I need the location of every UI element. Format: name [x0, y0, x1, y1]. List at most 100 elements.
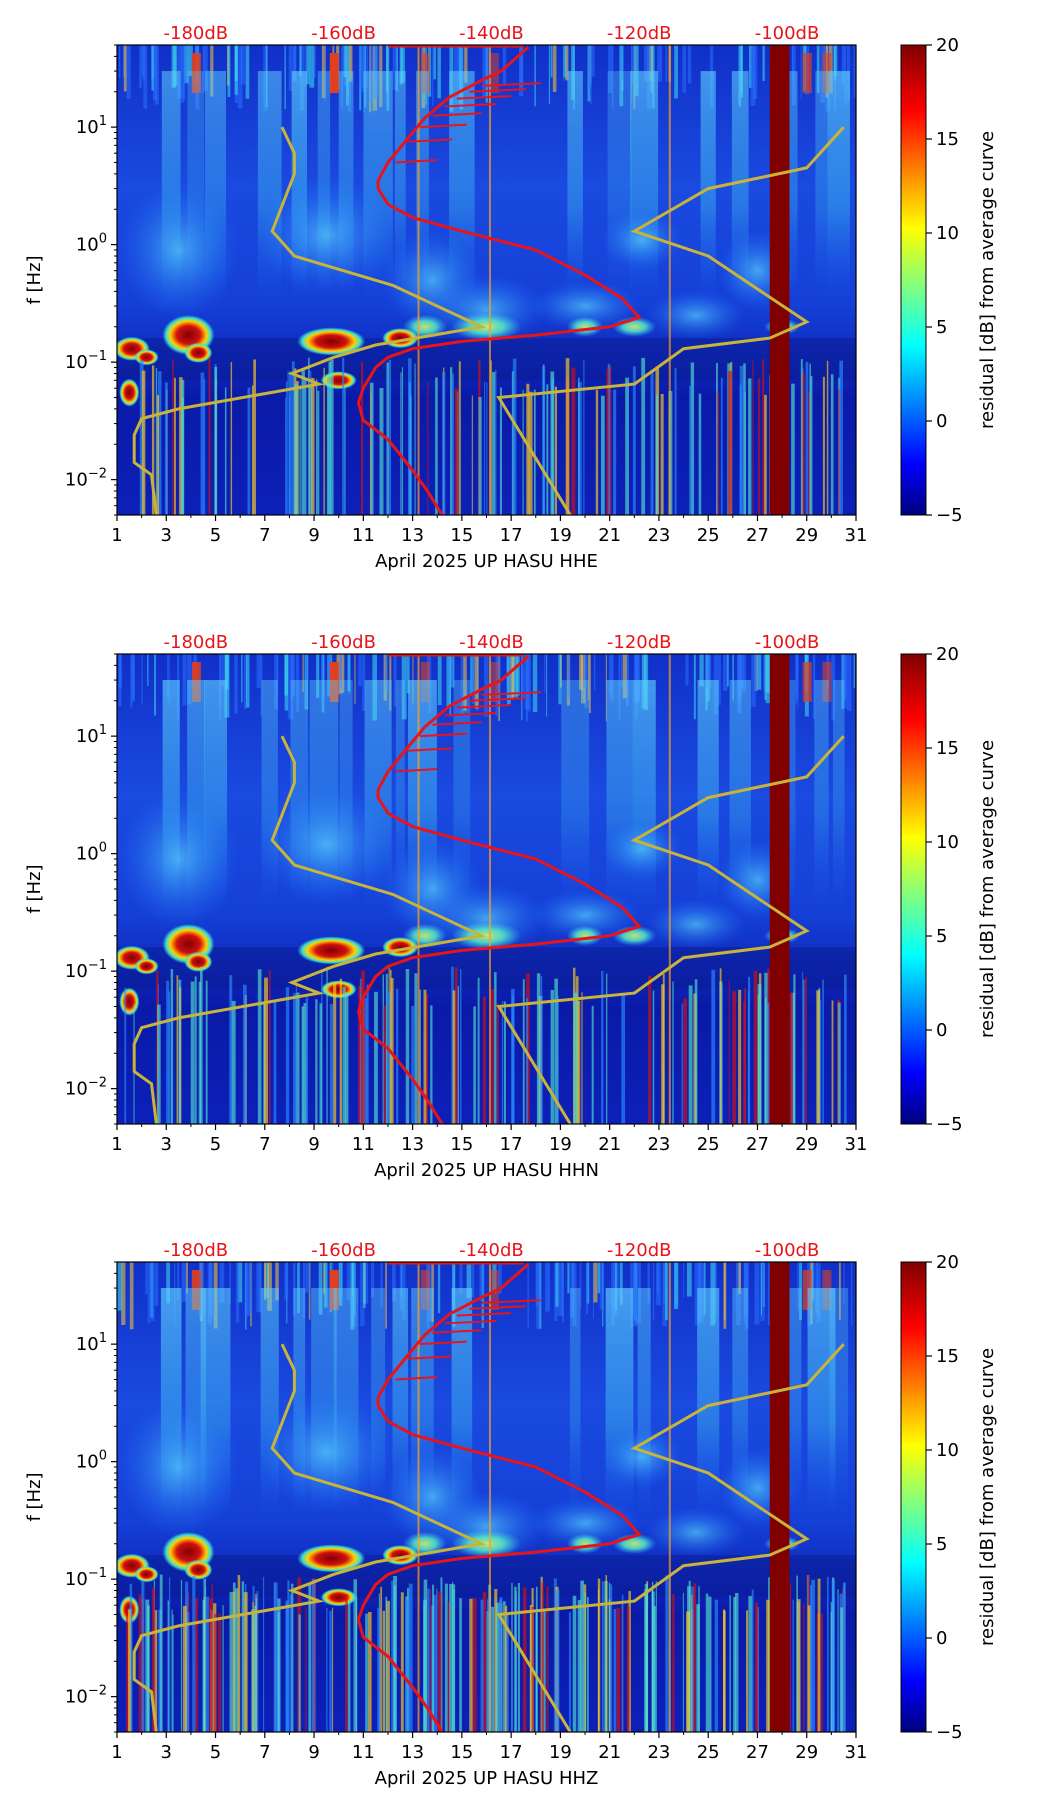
transient-spike: [714, 1599, 719, 1732]
hf-band-streak: [764, 654, 767, 700]
activity-column: [829, 1288, 849, 1516]
hf-band-streak: [240, 45, 246, 85]
storm-blob: [297, 936, 366, 965]
transient-spike: [797, 1599, 801, 1732]
transient-spike: [650, 372, 654, 515]
hf-band-streak: [393, 654, 397, 707]
hf-band-streak: [392, 45, 397, 91]
average-curve-detail: [395, 768, 438, 773]
transient-spike: [291, 1583, 294, 1732]
transient-spike: [546, 1586, 549, 1732]
hf-band-streak: [363, 1262, 366, 1308]
hf-band-streak: [237, 45, 243, 109]
transient-spike: [572, 1595, 577, 1732]
hf-band-streak: [812, 654, 816, 720]
colorbar-tick-label: −5: [936, 1722, 963, 1743]
hf-band-streak: [502, 45, 507, 85]
hf-band-streak: [693, 654, 696, 720]
transient-spike: [580, 1580, 585, 1732]
average-curve-detail: [444, 102, 497, 108]
colorbar-label: residual [dB] from average curve: [977, 740, 998, 1038]
hf-band-streak: [395, 45, 398, 92]
transient-spike: [578, 377, 580, 515]
hf-band-streak: [309, 45, 315, 88]
hf-band-streak: [449, 654, 454, 687]
microseism-cloud: [601, 209, 682, 270]
hf-band-streak: [236, 1262, 240, 1323]
y-tick-base: 10: [76, 1452, 99, 1473]
quiet-band: [117, 338, 856, 381]
hf-band-streak: [324, 1262, 328, 1308]
hf-band-streak: [180, 45, 185, 103]
transient-spike: [451, 373, 454, 515]
hf-band-streak: [592, 1262, 594, 1319]
x-tick-label: 25: [697, 525, 720, 546]
transient-spike: [388, 359, 392, 515]
spectrogram-area: [117, 1262, 856, 1732]
transient-spike: [167, 1600, 170, 1732]
transient-spike: [583, 359, 585, 515]
transient-spike: [837, 1002, 841, 1124]
transient-spike: [155, 1610, 158, 1732]
x-tick-label: 19: [549, 525, 572, 546]
transient-spike: [229, 1591, 234, 1732]
transient-spike: [222, 1605, 224, 1732]
y-tick-exponent: 1: [99, 1331, 107, 1346]
transient-spike: [194, 976, 197, 1124]
vertical-line: [488, 654, 491, 1124]
hf-band-streak: [446, 654, 451, 708]
average-curve: [356, 45, 642, 515]
hf-band-streak: [249, 1262, 252, 1314]
transient-spike: [601, 395, 605, 515]
y-tick-exponent: −1: [88, 349, 107, 364]
transient-spike: [427, 1588, 430, 1732]
transient-spike: [839, 360, 843, 515]
transient-spike: [472, 1598, 477, 1732]
microseism-cloud: [256, 784, 397, 905]
hf-band-streak: [800, 45, 802, 100]
average-curve: [356, 654, 642, 1124]
transient-spike: [452, 1581, 454, 1732]
db-reference-label: -100dB: [755, 632, 820, 653]
transient-spike: [200, 372, 205, 515]
hf-band-streak: [727, 654, 729, 687]
hf-band-streak: [299, 45, 302, 76]
average-curve-detail: [469, 697, 526, 702]
transient-spike: [247, 387, 251, 515]
hf-hot-spot: [802, 662, 812, 702]
x-tick-label: 7: [259, 1742, 270, 1763]
hf-band-streak: [225, 654, 229, 690]
hf-band-streak: [432, 45, 434, 106]
transient-spike: [688, 985, 693, 1124]
transient-spike: [342, 986, 346, 1124]
transient-spike: [285, 397, 287, 515]
transient-spike: [414, 973, 418, 1124]
hf-band-streak: [221, 654, 225, 687]
transient-spike: [735, 1592, 739, 1732]
x-tick-label: 21: [598, 525, 621, 546]
hf-band-streak: [663, 1262, 666, 1305]
hf-hot-spot: [802, 53, 812, 93]
data-gap-column: [769, 654, 790, 1124]
hf-band-streak: [582, 654, 587, 688]
transient-spike: [482, 996, 486, 1124]
transient-spike: [578, 382, 582, 515]
hf-band-streak: [412, 654, 414, 704]
transient-spike: [501, 1001, 504, 1124]
hf-band-streak: [154, 654, 156, 716]
transient-spike: [522, 389, 524, 515]
hf-band-streak: [346, 1262, 351, 1301]
hf-band-streak: [132, 654, 135, 699]
transient-spike: [543, 1611, 546, 1732]
transient-spike: [484, 382, 486, 515]
transient-spike: [288, 371, 292, 515]
x-tick-label: 3: [161, 1134, 172, 1155]
hf-band-streak: [358, 654, 362, 687]
transient-spike: [497, 1003, 499, 1124]
transient-spike: [632, 366, 636, 515]
transient-spike: [660, 393, 664, 515]
microseism-cloud: [645, 290, 746, 341]
average-curve-detail: [444, 711, 497, 717]
